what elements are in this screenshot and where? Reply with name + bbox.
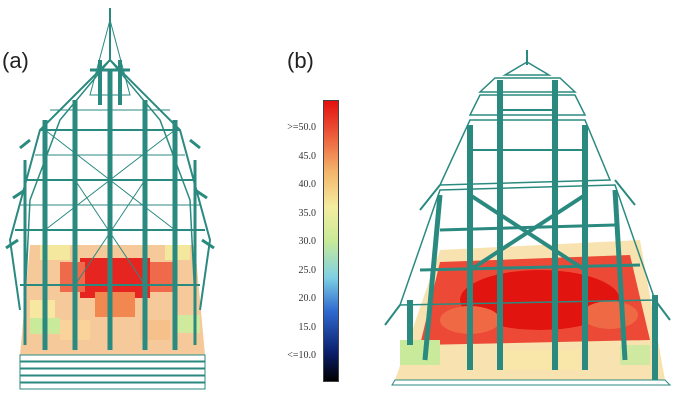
colorbar-tick-label: <=10.0 xyxy=(287,350,316,361)
panel-b-wireframe xyxy=(384,50,672,386)
colorbar-tick-label: 25.0 xyxy=(298,265,317,276)
colorbar-tick-label: 35.0 xyxy=(298,208,317,219)
colorbar-tick-label: 45.0 xyxy=(298,151,317,162)
colorbar-tick-label: 40.0 xyxy=(298,179,317,190)
panel-a-base-steps xyxy=(19,354,206,390)
colorbar-tick-label: 20.0 xyxy=(298,293,317,304)
colorbar-tick-label: >=50.0 xyxy=(287,122,316,133)
colorbar-tick-label: 15.0 xyxy=(298,322,317,333)
panel-a-label: (a) xyxy=(2,48,29,73)
colorbar-tick-label: 30.0 xyxy=(298,236,317,247)
colorbar-legend xyxy=(323,100,339,382)
panel-a-wireframe xyxy=(5,8,215,350)
panel-b-label: (b) xyxy=(287,48,314,73)
